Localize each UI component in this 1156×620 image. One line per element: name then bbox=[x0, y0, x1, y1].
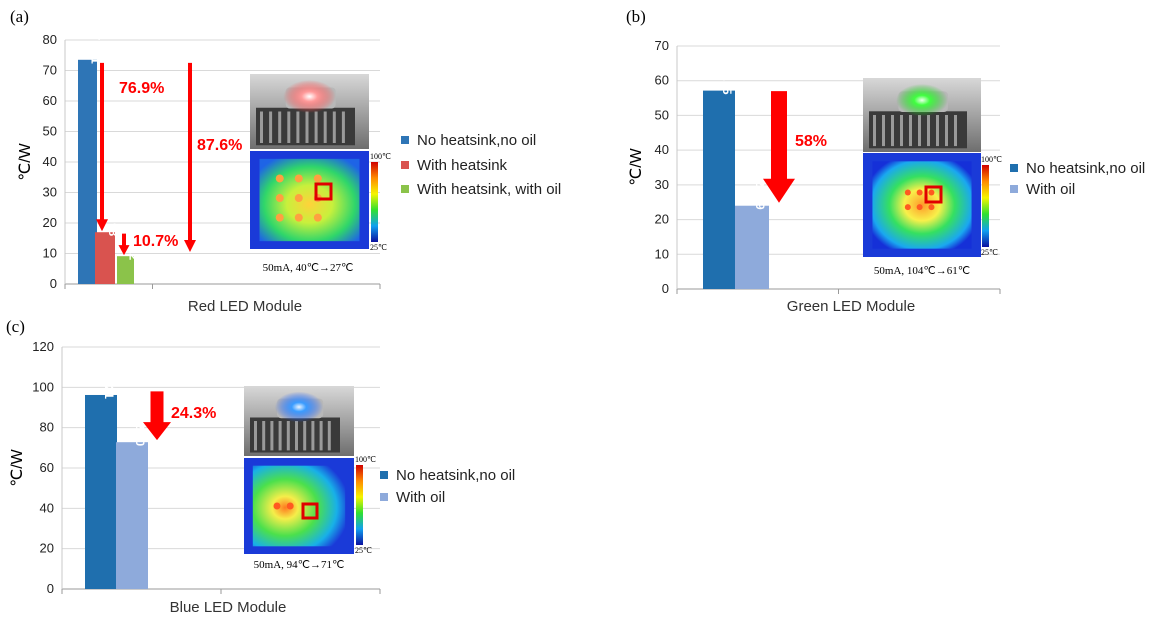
y-axis-label: ℃/W bbox=[17, 142, 34, 180]
panel-label: (b) bbox=[626, 7, 646, 26]
y-tick-label: 50 bbox=[655, 107, 669, 122]
data-label: 96.21 bbox=[102, 369, 116, 399]
annotation-label: 10.7% bbox=[133, 233, 178, 250]
arrow-76-9 bbox=[96, 62, 108, 232]
x-axis-label: Red LED Module bbox=[188, 298, 302, 315]
y-tick-label: 120 bbox=[32, 339, 54, 354]
thermal-image bbox=[863, 153, 981, 257]
legend-label: No heatsink,no oil bbox=[417, 132, 536, 149]
scale-max-label: 100℃ bbox=[355, 455, 376, 464]
reduction-annotations: 76.9% 10.7% 87.6% bbox=[96, 62, 242, 256]
scale-min-label: 25℃ bbox=[370, 243, 387, 252]
reduction-annotations: 24.3% bbox=[143, 391, 216, 441]
scale-max-label: 100℃ bbox=[981, 155, 1002, 164]
arrow-87-6 bbox=[184, 62, 196, 252]
x-axis-label: Green LED Module bbox=[787, 298, 915, 315]
legend-label: With heatsink bbox=[417, 157, 508, 174]
annotation-label: 24.3% bbox=[171, 405, 216, 422]
y-tick-label: 60 bbox=[40, 460, 54, 475]
y-tick-label: 20 bbox=[40, 541, 54, 556]
y-tick-label: 0 bbox=[47, 581, 54, 596]
legend-label: With oil bbox=[396, 489, 445, 506]
y-tick-label: 10 bbox=[655, 246, 669, 261]
photo-caption: 50mA, 40℃→27℃ bbox=[263, 262, 354, 274]
y-axis-label: ℃/W bbox=[9, 448, 26, 486]
legend-swatch bbox=[380, 493, 388, 501]
x-axis-label: Blue LED Module bbox=[170, 599, 287, 616]
bar bbox=[735, 205, 769, 289]
scale-max-label: 100℃ bbox=[370, 152, 391, 161]
y-tick-label: 50 bbox=[43, 124, 57, 139]
y-tick-label: 20 bbox=[655, 212, 669, 227]
legend-swatch bbox=[401, 185, 409, 193]
y-tick-label: 20 bbox=[43, 215, 57, 230]
y-tick-label: 70 bbox=[655, 38, 669, 53]
legend-label: With heatsink, with oil bbox=[417, 181, 561, 198]
legend-swatch bbox=[380, 471, 388, 479]
led-module-photo bbox=[250, 74, 369, 149]
legend-swatch bbox=[401, 161, 409, 169]
legend-swatch bbox=[1010, 164, 1018, 172]
bar bbox=[703, 90, 735, 290]
color-scale-bar bbox=[982, 165, 989, 247]
y-tick-label: 40 bbox=[40, 500, 54, 515]
data-label: 9.12 bbox=[127, 237, 141, 261]
chart-panel-c: (c) 0 20 40 60 80 100 120 ℃/W Blue LED Module 96.2… bbox=[6, 317, 515, 616]
annotation-label: 58% bbox=[795, 133, 827, 150]
scale-min-label: 25℃ bbox=[981, 248, 998, 257]
y-tick-label: 30 bbox=[43, 185, 57, 200]
measurement-box bbox=[924, 185, 943, 204]
arrow-58 bbox=[763, 91, 795, 203]
measurement-box bbox=[301, 502, 319, 520]
legend-label: No heatsink,no oil bbox=[396, 467, 515, 484]
thermal-image bbox=[244, 458, 354, 554]
reduction-annotations: 58% bbox=[763, 91, 827, 203]
data-label: 72.80 bbox=[133, 416, 147, 446]
led-module-photo bbox=[863, 78, 981, 152]
y-tick-label: 80 bbox=[43, 32, 57, 47]
photo-caption: 50mA, 104℃→61℃ bbox=[874, 265, 970, 277]
legend-swatch bbox=[1010, 185, 1018, 193]
thermal-image bbox=[250, 151, 369, 249]
y-tick-label: 70 bbox=[43, 63, 57, 78]
panel-label: (a) bbox=[10, 7, 29, 26]
y-tick-label: 100 bbox=[32, 379, 54, 394]
annotation-label: 76.9% bbox=[119, 80, 164, 97]
bar bbox=[85, 394, 117, 589]
bar bbox=[117, 256, 134, 284]
color-scale-bar bbox=[371, 162, 378, 242]
annotation-label: 87.6% bbox=[197, 137, 242, 154]
photo-caption: 50mA, 94℃→71℃ bbox=[254, 559, 345, 571]
panel-label: (c) bbox=[6, 317, 25, 336]
y-tick-label: 80 bbox=[40, 420, 54, 435]
scale-min-label: 25℃ bbox=[355, 546, 372, 555]
legend-swatch bbox=[401, 136, 409, 144]
arrow-10-7 bbox=[118, 233, 130, 256]
y-tick-label: 10 bbox=[43, 246, 57, 261]
arrow-24-3 bbox=[143, 391, 171, 441]
chart-panel-a: (a) 0 10 20 30 40 50 60 70 80 ℃/W Red LED Module 73.… bbox=[10, 7, 561, 315]
data-label: 73.51 bbox=[89, 34, 103, 64]
led-module-photo bbox=[244, 386, 354, 456]
y-tick-label: 0 bbox=[50, 276, 57, 291]
data-label: 23.99 bbox=[753, 180, 767, 210]
data-label: 16.98 bbox=[106, 206, 120, 236]
y-tick-label: 0 bbox=[662, 281, 669, 296]
legend-label: No heatsink,no oil bbox=[1026, 160, 1145, 177]
y-tick-label: 40 bbox=[43, 154, 57, 169]
bar bbox=[95, 232, 115, 284]
y-tick-label: 60 bbox=[655, 73, 669, 88]
measurement-box bbox=[314, 182, 333, 201]
y-tick-label: 60 bbox=[43, 93, 57, 108]
legend-label: With oil bbox=[1026, 181, 1075, 198]
chart-panel-b: (b) 0 10 20 30 40 50 60 70 ℃/W Green LED Module 57.… bbox=[626, 7, 1145, 315]
color-scale-bar bbox=[356, 465, 363, 545]
y-tick-label: 30 bbox=[655, 177, 669, 192]
y-tick-label: 40 bbox=[655, 142, 669, 157]
data-label: 57.15 bbox=[720, 65, 734, 95]
y-axis-label: ℃/W bbox=[628, 147, 645, 185]
bar bbox=[116, 442, 148, 589]
bar bbox=[78, 59, 97, 285]
